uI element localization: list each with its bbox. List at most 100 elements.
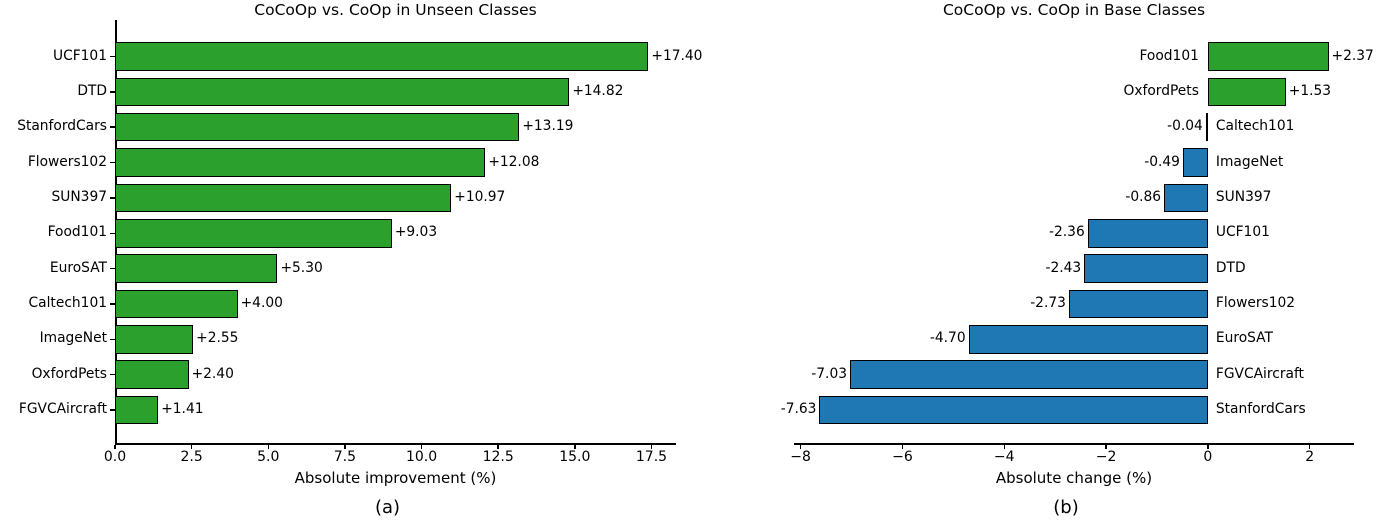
bar-value-label: +10.97 [454,188,506,205]
category-label: Food101 [1139,47,1199,64]
category-label: DTD [1215,259,1246,276]
bar-value-label: -2.43 [1045,259,1082,276]
category-label: EuroSAT [1215,330,1273,347]
bar-value-label: +12.08 [488,153,540,170]
bar-value-label: +2.55 [196,330,239,347]
x-tick-label: 0 [1203,449,1213,465]
bar-StanfordCars [115,112,520,142]
bar-value-label: -0.49 [1144,153,1180,170]
bar-value-label: -4.70 [929,330,966,347]
x-tick-mark [1308,444,1311,449]
x-tick-mark [799,444,802,449]
x-tick-label: 7.5 [333,449,357,465]
bar-UCF101 [115,42,649,71]
category-label: Flowers102 [27,153,107,170]
bar-Food101 [115,219,392,248]
y-tick-mark [110,373,115,376]
x-tick-mark [1003,444,1005,449]
y-tick-mark [110,303,115,305]
bar-EuroSAT [115,254,278,283]
bar-value-label: +2.37 [1331,47,1374,64]
x-axis-line [115,443,676,445]
bar-Food101 [1207,42,1329,71]
x-tick-label: 2.5 [180,449,203,465]
bar-value-label: +14.82 [572,82,624,99]
category-label: OxfordPets [31,365,107,382]
bar-OxfordPets [115,360,189,389]
category-label: UCF101 [52,47,107,64]
bar-value-label: -7.63 [780,401,817,418]
bar-value-label: +5.30 [280,259,323,276]
x-tick-label: −2 [1095,449,1117,465]
bar-DTD [115,77,570,107]
category-label: SUN397 [51,188,107,205]
category-label: SUN397 [1215,188,1272,205]
category-label: ImageNet [1215,153,1284,170]
bar-value-label: +4.00 [240,295,283,312]
x-tick-mark [420,444,423,449]
bar-value-label: +17.40 [651,47,703,64]
chart-b-x-axis-label: Absolute change (%) [995,469,1153,487]
category-label: Caltech101 [1215,118,1295,135]
bar-UCF101 [1087,219,1208,248]
y-tick-mark [110,197,115,199]
x-tick-mark [267,444,270,449]
x-tick-label: 17.5 [635,449,668,465]
x-tick-label: 5.0 [257,449,280,465]
x-tick-label: −6 [892,449,913,465]
bar-value-label: -0.04 [1167,118,1203,135]
chart-b-caption: (b) [1053,497,1079,518]
category-label: OxfordPets [1123,82,1199,99]
bar-value-label: +1.41 [161,401,204,418]
bar-Caltech101 [115,289,238,319]
bar-value-label: -7.03 [811,365,847,382]
x-tick-mark [901,444,904,449]
bar-OxfordPets [1207,77,1286,107]
bar-Caltech101 [1205,112,1208,142]
category-label: UCF101 [1215,224,1270,241]
y-tick-mark [110,126,115,128]
x-tick-mark [650,444,653,449]
bar-SUN397 [1164,183,1208,213]
y-tick-mark [110,55,115,58]
category-label: StanfordCars [1215,401,1306,418]
bar-value-label: +2.40 [191,365,234,382]
x-tick-label: 15.0 [559,449,591,465]
bar-SUN397 [115,183,452,213]
x-tick-mark [1105,444,1107,449]
bar-FGVCAircraft [850,360,1208,389]
bar-FGVCAircraft [115,395,159,425]
chart-b-title: CoCoOp vs. CoOp in Base Classes [942,1,1206,19]
category-label: StanfordCars [17,118,107,135]
chart-a-caption: (a) [374,497,401,518]
bar-value-label: +9.03 [394,224,438,241]
y-tick-mark [110,267,115,270]
bar-value-label: +13.19 [522,118,574,135]
category-label: Flowers102 [1215,295,1296,312]
bar-ImageNet [1182,148,1208,177]
x-tick-mark [344,444,346,449]
category-label: FGVCAircraft [1215,365,1304,382]
y-tick-mark [110,409,115,411]
x-tick-label: 2 [1305,449,1315,465]
category-label: ImageNet [39,330,107,347]
category-label: FGVCAircraft [18,401,107,418]
x-tick-mark [114,444,116,449]
x-tick-label: 10.0 [405,449,438,465]
x-tick-mark [497,444,499,449]
y-tick-mark [110,232,115,234]
y-tick-mark [110,161,115,164]
category-label: EuroSAT [49,259,107,276]
x-tick-label: 0.0 [103,449,127,465]
bar-value-label: -2.73 [1030,295,1066,312]
x-tick-label: −4 [993,449,1015,465]
y-tick-mark [110,338,115,341]
category-label: Food101 [47,224,107,241]
bar-value-label: -0.86 [1125,188,1162,205]
chart-a-x-axis-label: Absolute improvement (%) [294,469,497,487]
x-tick-mark [574,444,576,449]
x-tick-mark [190,444,193,449]
bar-Flowers102 [1068,289,1208,319]
chart-a-title: CoCoOp vs. CoOp in Unseen Classes [254,1,537,19]
